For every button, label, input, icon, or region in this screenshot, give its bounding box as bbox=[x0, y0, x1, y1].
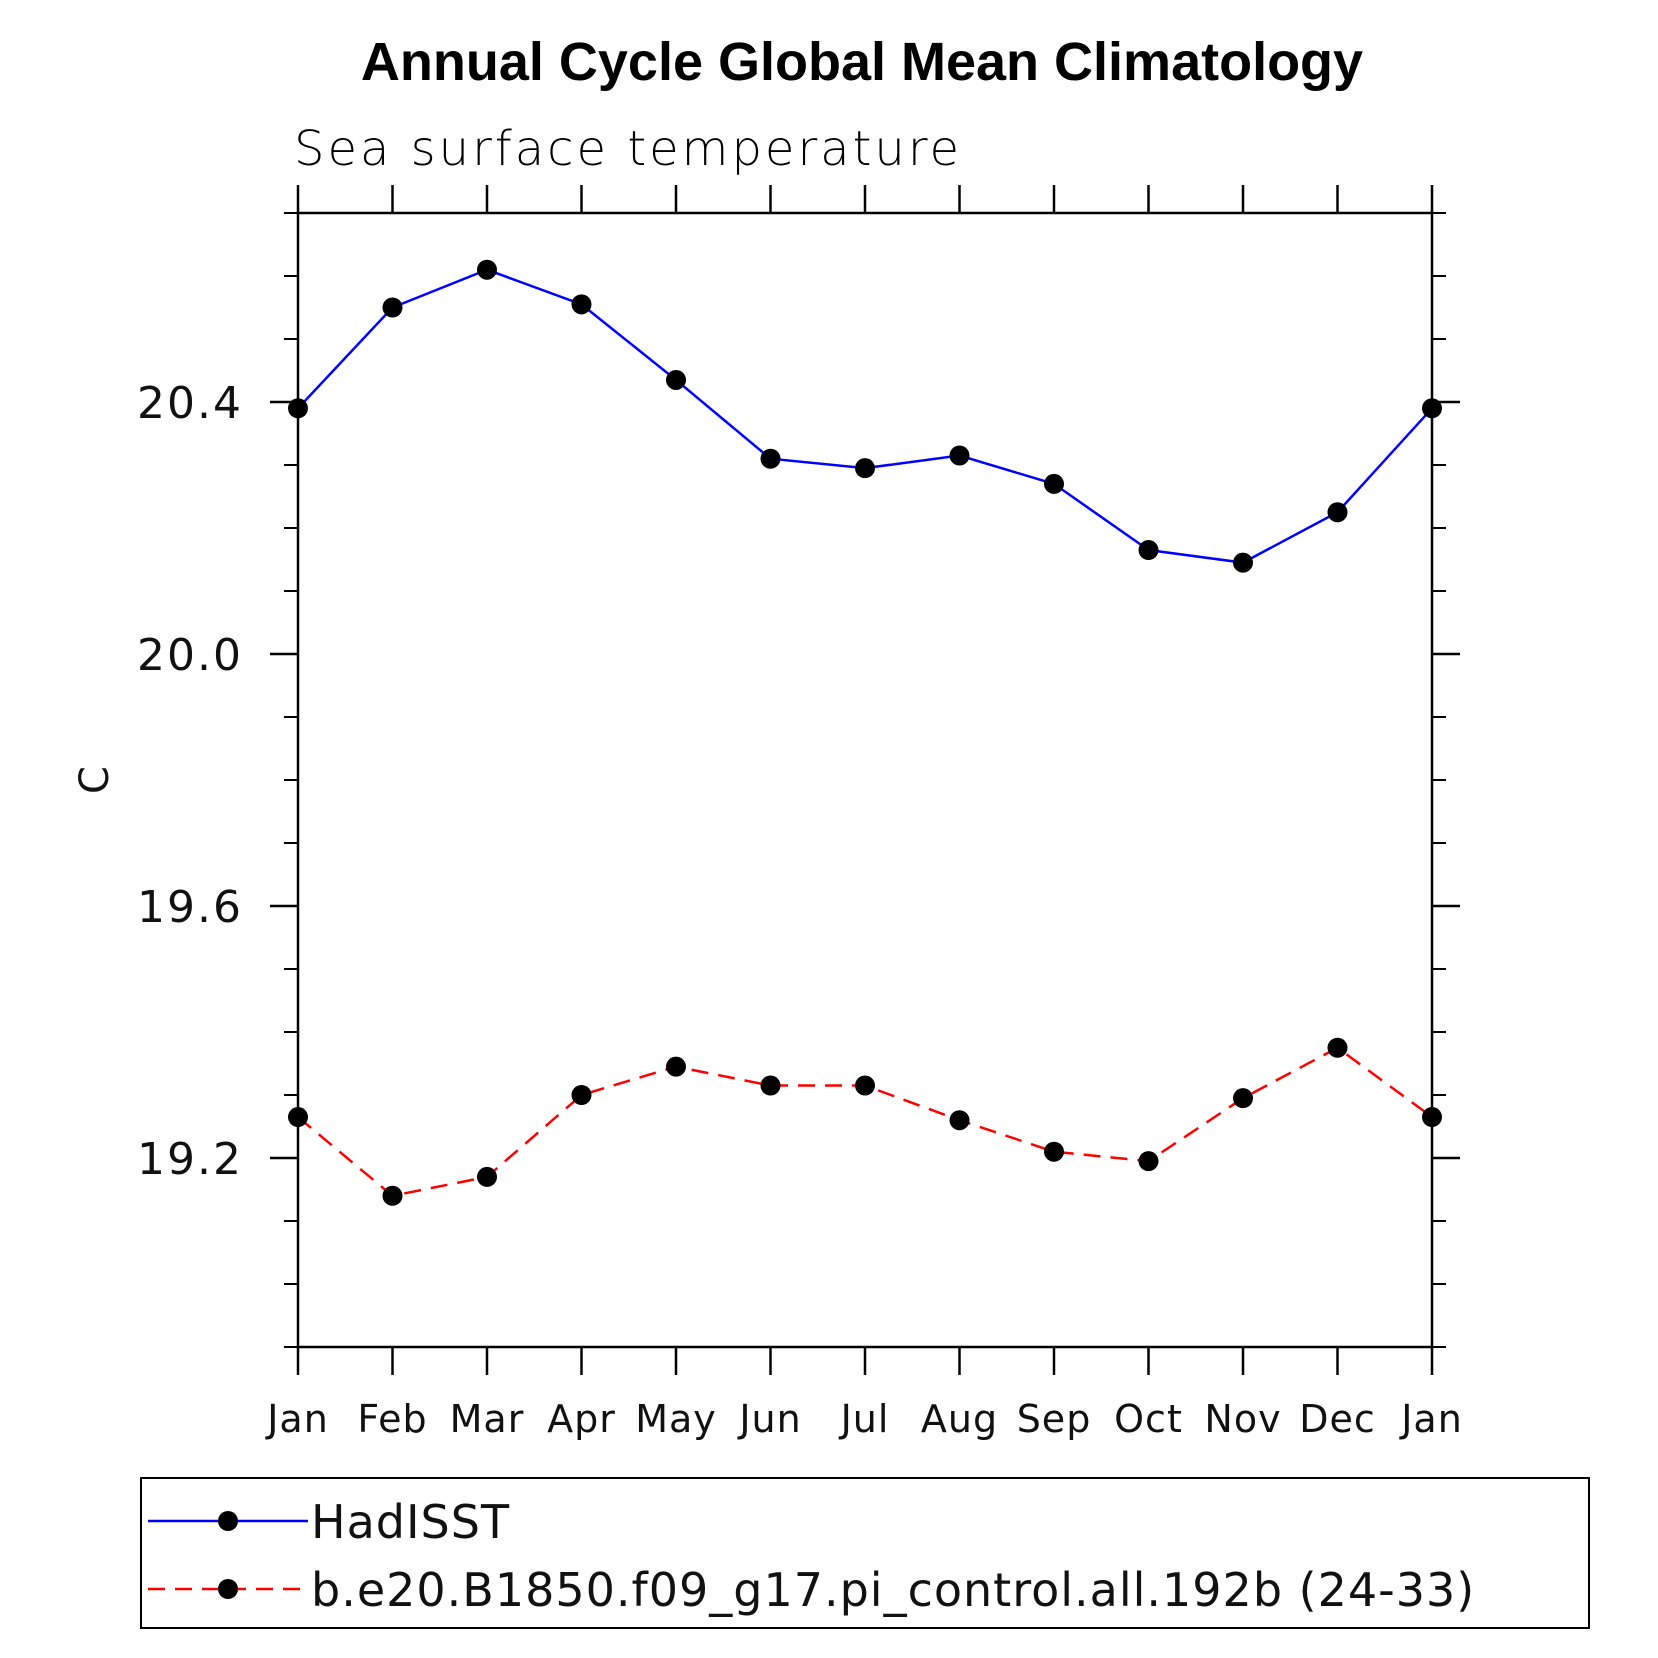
data-point bbox=[855, 458, 875, 479]
legend-marker-model bbox=[218, 1579, 238, 1599]
data-point bbox=[1044, 1141, 1064, 1162]
data-point bbox=[288, 398, 308, 419]
data-point bbox=[477, 259, 497, 280]
data-point bbox=[1138, 540, 1159, 561]
data-point bbox=[477, 1166, 497, 1187]
x-tick-label: Mar bbox=[450, 1397, 525, 1441]
series-model bbox=[288, 1037, 1442, 1206]
legend-entry-hadisst: HadISST bbox=[148, 1495, 510, 1549]
data-point bbox=[855, 1075, 875, 1096]
x-tick-label: Apr bbox=[547, 1397, 616, 1441]
chart-title: Annual Cycle Global Mean Climatology bbox=[361, 32, 1363, 92]
x-tick-label: May bbox=[635, 1397, 717, 1441]
y-tick-label: 19.2 bbox=[137, 1134, 243, 1185]
data-point bbox=[1044, 473, 1064, 494]
legend-label-hadisst: HadISST bbox=[311, 1495, 510, 1549]
data-point bbox=[760, 448, 781, 469]
data-point bbox=[1327, 502, 1348, 523]
data-point bbox=[382, 1185, 403, 1206]
y-axis-tick-labels: 19.2 19.6 20.0 20.4 bbox=[137, 378, 243, 1185]
data-point bbox=[1233, 1088, 1253, 1109]
data-point bbox=[571, 294, 592, 315]
data-point bbox=[666, 369, 686, 390]
data-point bbox=[1327, 1037, 1348, 1058]
y-axis-ticks bbox=[270, 212, 1460, 1348]
data-point bbox=[1422, 1107, 1442, 1128]
x-axis-tick-labels: Jan Feb Mar Apr May Jun Jul Aug Sep Oct Nov Dec Jan bbox=[265, 1397, 1463, 1441]
data-point bbox=[571, 1085, 592, 1105]
legend-box bbox=[140, 1477, 1590, 1629]
series-line bbox=[297, 1046, 1433, 1198]
x-tick-label: Jul bbox=[839, 1397, 890, 1441]
y-tick-label: 19.6 bbox=[137, 882, 243, 933]
x-tick-label: Jan bbox=[1399, 1397, 1463, 1441]
legend-marker-hadisst bbox=[218, 1511, 238, 1531]
data-point bbox=[382, 297, 403, 318]
x-tick-label: Sep bbox=[1017, 1397, 1092, 1441]
plot-frame bbox=[296, 211, 1434, 1349]
x-tick-label: Dec bbox=[1299, 1397, 1376, 1441]
series-line bbox=[297, 268, 1433, 564]
x-tick-label: Jun bbox=[737, 1397, 801, 1441]
data-point bbox=[1422, 398, 1442, 419]
y-tick-label: 20.0 bbox=[137, 630, 243, 681]
data-point bbox=[760, 1075, 781, 1096]
series-layer bbox=[288, 259, 1442, 1206]
x-tick-label: Oct bbox=[1114, 1397, 1183, 1441]
y-tick-label: 20.4 bbox=[137, 378, 243, 429]
data-point bbox=[1233, 552, 1253, 573]
data-point bbox=[288, 1107, 308, 1128]
data-point bbox=[1138, 1151, 1159, 1172]
data-point bbox=[666, 1056, 686, 1077]
x-tick-label: Feb bbox=[357, 1397, 427, 1441]
legend-entry-model: b.e20.B1850.f09_g17.pi_control.all.192b … bbox=[148, 1563, 1475, 1617]
y-axis-label: C bbox=[72, 766, 118, 794]
x-tick-label: Aug bbox=[921, 1397, 998, 1441]
series-hadisst bbox=[288, 259, 1442, 573]
data-point bbox=[949, 445, 970, 466]
x-axis-ticks bbox=[296, 185, 1434, 1375]
data-point bbox=[949, 1110, 970, 1131]
legend-label-model: b.e20.B1850.f09_g17.pi_control.all.192b … bbox=[311, 1563, 1475, 1617]
x-tick-label: Jan bbox=[265, 1397, 329, 1441]
x-tick-label: Nov bbox=[1204, 1397, 1281, 1441]
chart-subtitle: Sea surface temperature bbox=[294, 121, 962, 177]
